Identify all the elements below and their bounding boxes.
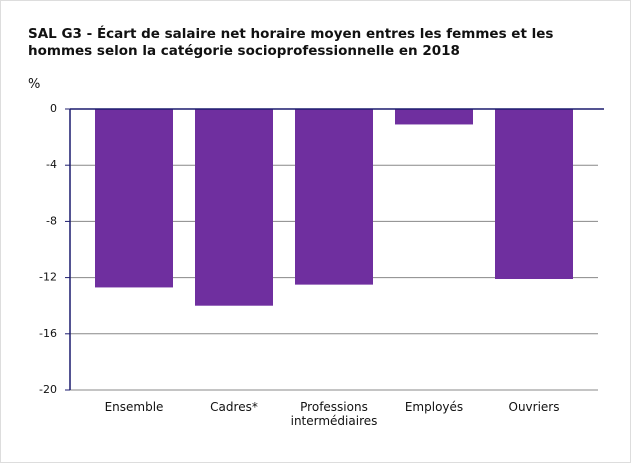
bar [195, 109, 273, 306]
bar [295, 109, 373, 285]
y-tick-label: -8 [46, 214, 57, 227]
x-tick-label: Ouvriers [508, 400, 560, 414]
y-tick-label: 0 [50, 102, 57, 115]
bar [95, 109, 173, 288]
y-axis-label: % [28, 77, 41, 92]
chart-title: SAL G3 - Écart de salaire net horaire mo… [28, 26, 554, 59]
y-tick-label: -4 [46, 158, 57, 171]
x-tick-label: Cadres* [210, 400, 258, 414]
y-tick-label: -20 [39, 383, 57, 396]
bar [495, 109, 573, 280]
y-tick-label: -16 [39, 327, 57, 340]
x-tick-label: Employés [404, 400, 464, 414]
x-tick-label: Ensemble [104, 400, 164, 414]
bar [395, 109, 473, 125]
y-tick-label: -12 [39, 271, 57, 284]
x-tick-label: Professions intermédiaires [290, 400, 378, 428]
